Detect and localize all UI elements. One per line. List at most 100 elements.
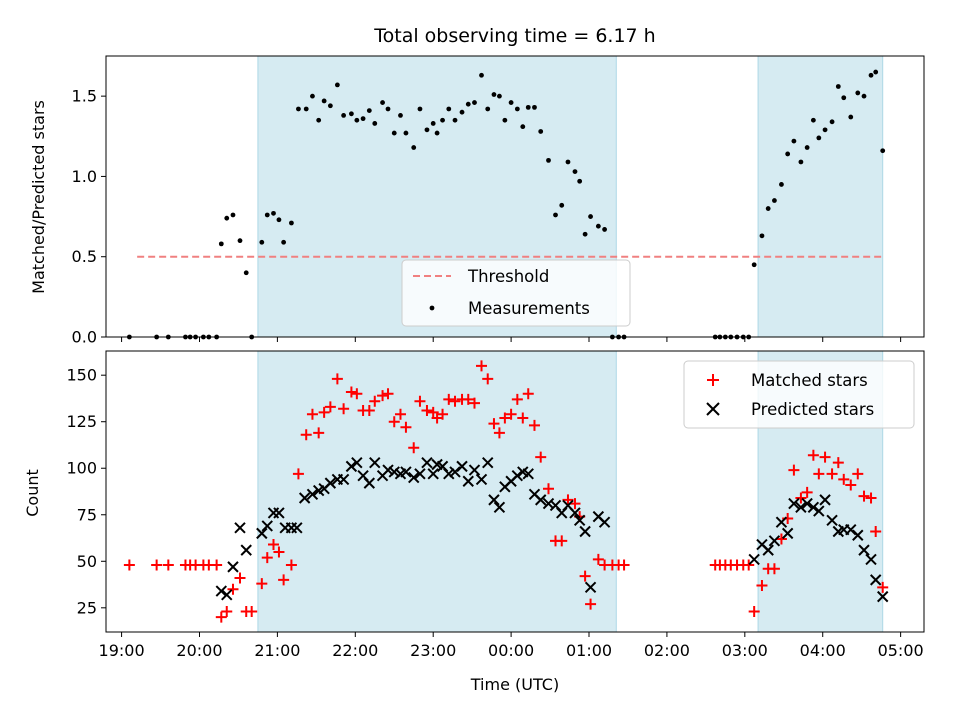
measurement-point (880, 148, 886, 154)
matched-star-point (318, 406, 330, 418)
matched-star-point (813, 468, 825, 480)
predicted-star-point (493, 501, 506, 514)
matched-star-point (427, 406, 439, 418)
predicted-star-point (598, 516, 611, 528)
bottom-y-ticks: 25 50 75 100 125 150 (66, 366, 106, 617)
measurement-point (779, 182, 784, 187)
measurement-point (841, 95, 847, 101)
predicted-star-point (795, 501, 807, 514)
measurement-point (602, 227, 607, 232)
measurement-point (502, 117, 508, 123)
predicted-star-point (768, 535, 781, 547)
predicted-star-point (273, 507, 285, 519)
predicted-star-point (826, 514, 838, 527)
matched-star-point (292, 468, 304, 480)
matched-star-point (267, 539, 279, 551)
measurement-point (759, 233, 765, 239)
matched-star-point (826, 468, 838, 480)
measurement-point (403, 130, 409, 136)
matched-star-point (363, 405, 375, 417)
matched-star-point (865, 492, 877, 504)
matched-star-point (246, 606, 258, 618)
matched-star-point (511, 393, 523, 405)
matched-star-point (215, 611, 227, 623)
matched-star-point (211, 559, 223, 571)
predicted-star-point (408, 471, 420, 484)
x-tick-label: 19:00 (99, 641, 145, 660)
matched-star-point (877, 581, 889, 593)
predicted-star-point (584, 581, 597, 594)
measurement-point (424, 127, 430, 133)
matched-star-point (421, 405, 433, 417)
predicted-star-point (788, 497, 800, 510)
predicted-star-point (388, 466, 400, 478)
measurement-point (765, 206, 771, 211)
matched-star-point (338, 403, 350, 415)
measurement-point (873, 69, 879, 75)
measurement-point (289, 220, 294, 226)
predicted-star-point (569, 507, 581, 519)
matched-star-point (618, 559, 630, 571)
measurement-point (577, 178, 583, 184)
matched-star-point (517, 412, 529, 424)
measurement-point (380, 100, 385, 105)
measurement-point (472, 100, 477, 105)
shaded-interval-0 (257, 350, 617, 633)
measurement-point (861, 93, 867, 99)
bottom-y-tick-label: 150 (66, 366, 97, 385)
matched-star-point (273, 546, 285, 558)
matched-star-point (535, 451, 547, 463)
measurement-point (538, 129, 544, 134)
predicted-star-point (221, 589, 233, 601)
matched-star-point (476, 360, 488, 372)
legend-matched-label: Matched stars (751, 371, 868, 390)
matched-star-point (400, 421, 412, 433)
measurement-point (434, 130, 440, 136)
measurement-point (855, 90, 861, 96)
measurement-point (829, 119, 835, 125)
x-tick-label: 00:00 (488, 641, 534, 660)
predicted-star-point (813, 505, 825, 517)
predicted-star-point (775, 516, 788, 528)
predicted-star-point (865, 553, 877, 566)
x-tick-label: 23:00 (410, 641, 456, 660)
matched-star-point (285, 559, 297, 571)
predicted-star-point (298, 492, 311, 504)
x-tick-label: 05:00 (878, 641, 924, 660)
matched-star-point (306, 408, 318, 420)
measurement-point (230, 212, 236, 218)
bottom-y-tick-label: 25 (77, 598, 97, 617)
measurement-point (341, 113, 347, 118)
measurement-point (465, 101, 471, 107)
matched-star-point (462, 393, 474, 405)
predicted-star-point (468, 464, 481, 476)
predicted-star-point (291, 522, 303, 534)
matched-star-point (437, 408, 449, 420)
predicted-star-point (215, 585, 228, 597)
matched-star-point (528, 419, 540, 431)
bottom-axes-frame (105, 350, 925, 633)
x-tick-label: 04:00 (800, 641, 846, 660)
matched-star-point (845, 479, 857, 491)
predicted-star-point (234, 522, 246, 534)
predicted-star-point (324, 477, 337, 489)
bottom-y-tick-label: 75 (77, 505, 97, 524)
measurement-point (565, 159, 571, 165)
matched-star-point (345, 386, 357, 398)
matched-star-point (382, 388, 394, 400)
predicted-star-point (363, 477, 376, 489)
predicted-star-point (337, 473, 350, 486)
matched-star-point (499, 412, 511, 424)
bottom-panel: 25 50 75 100 125 150 19:00 20:00 21:00 22:00 23:0… (23, 350, 925, 694)
measurement-point (296, 106, 301, 112)
measurement-point (321, 98, 327, 104)
measurement-point (354, 117, 360, 123)
predicted-star-point (748, 553, 760, 566)
matched-star-point (261, 552, 273, 564)
bottom-legend: Matched stars Predicted stars (683, 360, 915, 429)
measurement-point (385, 106, 391, 112)
x-tick-label: 03:00 (722, 641, 768, 660)
measurement-point (276, 217, 282, 223)
matched-star-point (795, 492, 807, 504)
matched-star-point (819, 451, 831, 463)
